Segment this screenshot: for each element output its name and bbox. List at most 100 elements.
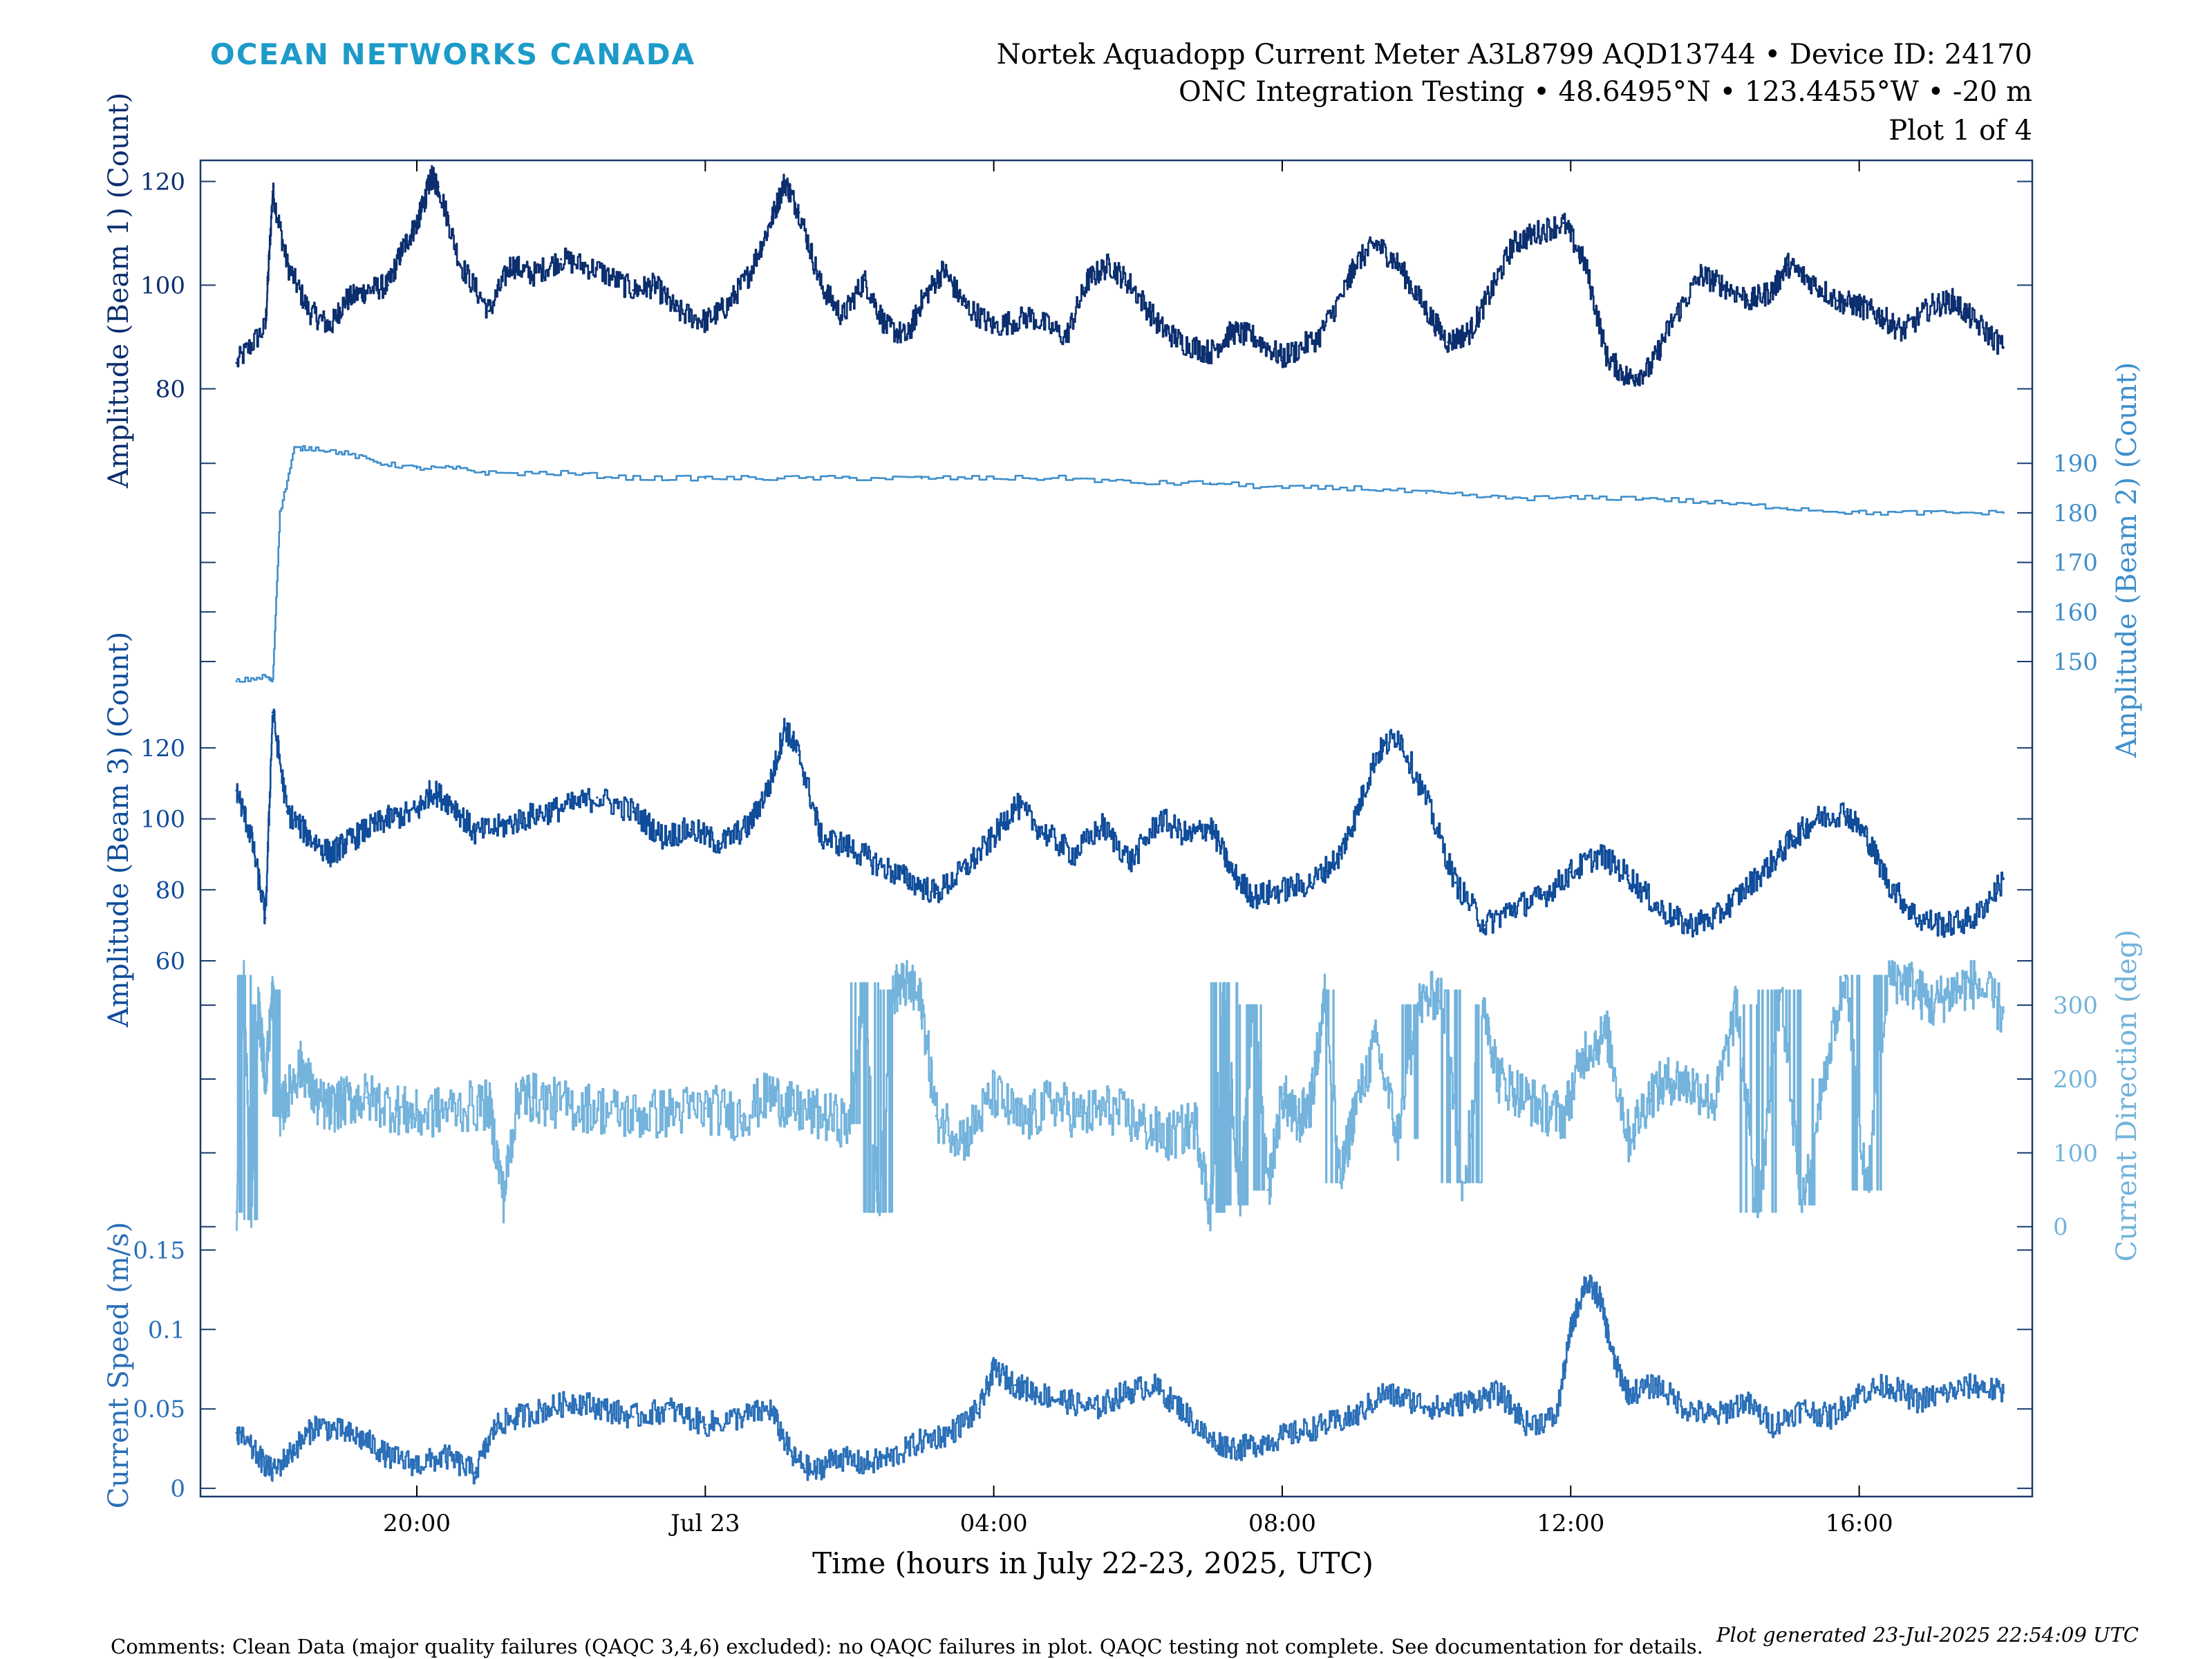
beam3-y-tick-label: 80 [156, 877, 185, 904]
beam1-data-point [942, 268, 945, 271]
x-tick-label: 12:00 [1537, 1510, 1604, 1537]
beam3-data-point [1815, 817, 1817, 821]
speed-series-line [236, 1274, 2005, 1485]
plot-frame [199, 159, 2034, 1498]
direction-data-point [769, 1092, 771, 1095]
x-tick-label: 20:00 [383, 1510, 451, 1537]
speed-data-point [1771, 1423, 1774, 1426]
beam3-data-point [1230, 871, 1233, 874]
direction-data-point [1209, 1210, 1212, 1213]
beam3-data-point [1158, 817, 1161, 821]
beam3-data-point [1569, 871, 1572, 874]
beam1-data-point [726, 304, 729, 308]
beam2-data-point [451, 467, 454, 469]
speed-data-point [1944, 1391, 1947, 1394]
beam1-data-point [437, 185, 440, 188]
direction-data-point [1649, 1092, 1651, 1095]
beam1-data-point [1281, 356, 1284, 359]
beam1-data-point [1605, 356, 1609, 359]
beam3-y-tick-label: 120 [140, 735, 185, 762]
speed-data-point [2002, 1391, 2005, 1394]
beam1-data-point [993, 325, 995, 328]
beam3-data-point [1130, 860, 1132, 863]
beam2-data-point [415, 467, 418, 469]
speed-data-point [1973, 1384, 1976, 1387]
beam1-data-point [1353, 263, 1356, 266]
direction-data-point [1107, 1107, 1111, 1110]
beam1-data-point [1230, 330, 1233, 333]
speed-data-point [1065, 1400, 1067, 1403]
speed-data-point [1237, 1447, 1240, 1450]
direction-data-point [394, 1107, 397, 1110]
direction-data-point [271, 989, 274, 992]
beam2-data-point [279, 512, 281, 514]
direction-data-point [1497, 1078, 1500, 1080]
speed-data-point [993, 1368, 995, 1371]
direction-data-point [2002, 1011, 2005, 1014]
comments-text: Comments: Clean Data (major quality fail… [111, 1635, 1703, 1658]
direction-data-point [632, 1114, 635, 1117]
beam3-data-point [1915, 917, 1918, 919]
beam3-data-point [1540, 895, 1544, 899]
direction-data-point [704, 1107, 706, 1110]
direction-data-point [1483, 1004, 1485, 1006]
beam1-data-point [1771, 289, 1774, 292]
brand-logo-text: OCEAN NETWORKS CANADA [210, 37, 695, 71]
beam1-data-point [1533, 232, 1536, 235]
beam3-data-point [1281, 888, 1284, 891]
beam1-data-point [509, 263, 512, 266]
direction-data-point [451, 1107, 454, 1110]
chart-title-line1: Nortek Aquadopp Current Meter A3L8799 AQ… [997, 39, 2032, 71]
speed-data-point [1122, 1391, 1125, 1394]
speed-data-point [1598, 1296, 1601, 1299]
beam3-data-point [1396, 732, 1399, 735]
direction-data-point [1281, 1092, 1284, 1095]
beam3-data-point [415, 810, 418, 813]
direction-data-point [315, 1100, 317, 1103]
beam3-data-point [596, 796, 599, 799]
direction-data-point [1627, 1136, 1630, 1140]
beam2-series-line [236, 444, 2005, 683]
beam1-data-point [430, 175, 433, 178]
speed-data-point [574, 1400, 577, 1403]
beam1-data-point [401, 247, 404, 250]
direction-data-point [964, 1136, 966, 1140]
beam2-y-axis-label: Amplitude (Beam 2) (Count) [2111, 362, 2143, 758]
beam1-data-point [1699, 273, 1702, 276]
speed-data-point [1613, 1360, 1615, 1362]
beam3-data-point [1771, 860, 1774, 863]
speed-data-point [1439, 1407, 1443, 1410]
beam2-data-point [1425, 491, 1428, 494]
speed-data-point [1151, 1384, 1154, 1387]
direction-data-point [1396, 1136, 1399, 1140]
beam2-data-point [271, 680, 274, 683]
direction-y-tick-label: 0 [2053, 1214, 2068, 1241]
beam2-data-point [264, 675, 267, 678]
speed-data-point [271, 1471, 274, 1474]
direction-data-point [1266, 1188, 1269, 1191]
beam1-data-point [365, 289, 368, 292]
direction-data-point [1735, 1004, 1738, 1006]
direction-data-point [1584, 1048, 1586, 1051]
beam2-data-point [776, 477, 779, 480]
beam1-data-point [1180, 341, 1183, 344]
beam1-data-point [632, 289, 635, 292]
speed-data-point [812, 1471, 815, 1474]
beam1-data-point [1750, 299, 1752, 302]
beam3-data-point [473, 832, 476, 834]
direction-data-point [1692, 1085, 1695, 1088]
beam3-data-point [250, 835, 252, 838]
beam2-data-point [560, 471, 563, 475]
direction-data-point [877, 1210, 880, 1213]
beam1-data-point [1930, 304, 1933, 308]
direction-data-point [344, 1100, 346, 1103]
beam2-y-tick-label: 150 [2053, 648, 2098, 676]
direction-data-point [1223, 982, 1226, 984]
direction-y-axis-label: Current Direction (deg) [2111, 930, 2143, 1262]
direction-data-point [1844, 974, 1846, 977]
speed-data-point [1743, 1400, 1745, 1403]
speed-data-point [1411, 1400, 1414, 1403]
beam2-data-point [487, 471, 490, 475]
beam1-data-point [329, 325, 332, 328]
beam3-data-point [365, 828, 368, 831]
